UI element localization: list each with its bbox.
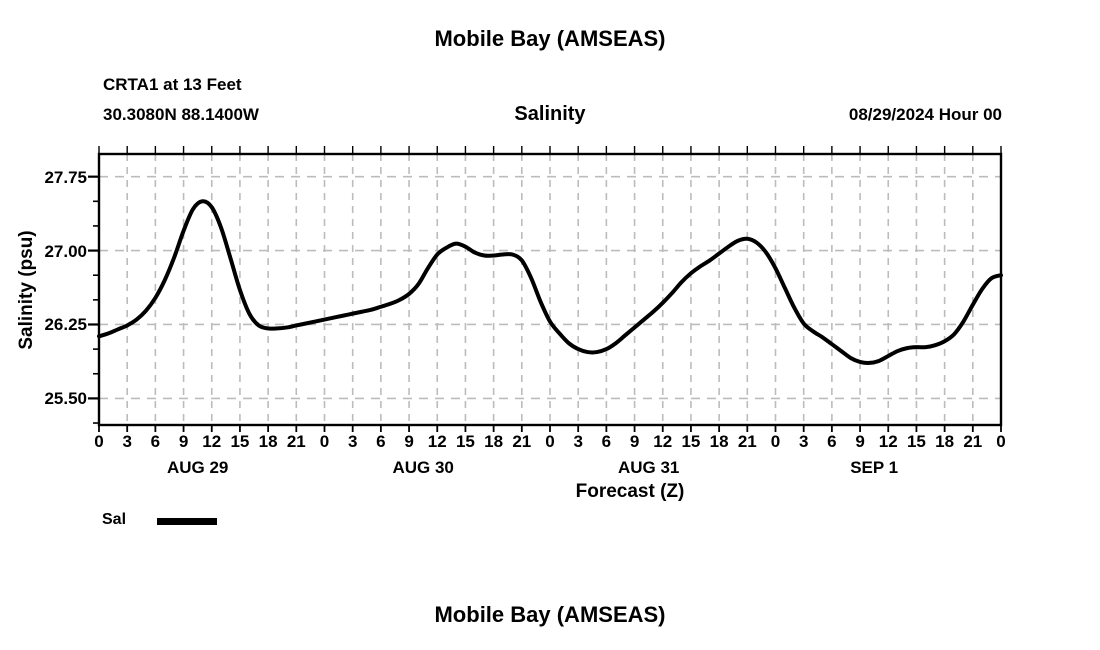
axis-ticks: [88, 146, 1002, 432]
chart-subtitle: Salinity: [514, 103, 586, 125]
x-tick-label: 6: [150, 432, 161, 451]
x-tick-label: 9: [629, 432, 640, 451]
legend-label-sal: Sal: [102, 511, 127, 528]
x-tick-label: 12: [427, 432, 447, 451]
x-tick-label: 15: [230, 432, 250, 451]
x-tick-label: 12: [202, 432, 222, 451]
y-tick-label: 25.50: [44, 389, 87, 409]
page-title: Mobile Bay (AMSEAS): [434, 26, 666, 51]
x-tick-label: 3: [798, 432, 809, 451]
x-tick-label: 0: [319, 432, 330, 451]
x-tick-label: 18: [709, 432, 729, 451]
coordinates-label: 30.3080N 88.1400W: [103, 105, 259, 124]
x-day-label: AUG 31: [617, 458, 680, 477]
x-tick-label: 6: [376, 432, 386, 451]
x-day-label: AUG 30: [392, 458, 454, 477]
x-tick-label: 0: [770, 432, 781, 451]
x-axis-title: Forecast (Z): [575, 481, 685, 502]
footer-title: Mobile Bay (AMSEAS): [434, 602, 666, 627]
x-tick-label: 21: [737, 432, 757, 451]
x-tick-label: 0: [996, 432, 1006, 451]
station-label: CRTA1 at 13 Feet: [103, 75, 242, 94]
x-tick-label: 21: [512, 432, 532, 451]
gridlines: [99, 154, 1001, 425]
y-tick-labels: 25.50 26.25 27.00 27.75: [11, 0, 87, 650]
x-tick-label: 15: [455, 432, 475, 451]
x-tick-label: 21: [286, 432, 306, 451]
x-tick-label: 0: [94, 432, 104, 451]
y-tick-label: 27.75: [44, 167, 87, 187]
y-tick-label: 26.25: [44, 315, 87, 335]
x-tick-label: 6: [601, 432, 612, 451]
x-tick-label: 21: [963, 432, 983, 451]
x-tick-label: 18: [935, 432, 955, 451]
x-tick-label: 12: [878, 432, 898, 451]
x-tick-label: 18: [258, 432, 278, 451]
x-tick-label: 6: [827, 432, 837, 451]
data-series: [97, 199, 1003, 365]
x-tick-label: 3: [573, 432, 583, 451]
model-run-label: 08/29/2024 Hour 00: [848, 105, 1002, 124]
x-tick-label: 15: [681, 432, 701, 451]
x-tick-label: 3: [122, 432, 132, 451]
y-tick-label: 27.00: [44, 241, 87, 261]
legend-swatch-sal: [157, 518, 217, 525]
x-tick-label: 15: [906, 432, 926, 451]
x-day-label: SEP 1: [850, 458, 899, 477]
series-line-sal: [97, 199, 1003, 365]
x-tick-label: 9: [178, 432, 189, 451]
x-day-label: AUG 29: [166, 458, 229, 477]
x-tick-label: 3: [347, 432, 358, 451]
x-tick-label: 12: [653, 432, 673, 451]
x-tick-label: 18: [484, 432, 504, 451]
x-tick-label: 0: [545, 432, 555, 451]
x-tick-label: 9: [855, 432, 865, 451]
x-tick-label: 9: [404, 432, 414, 451]
